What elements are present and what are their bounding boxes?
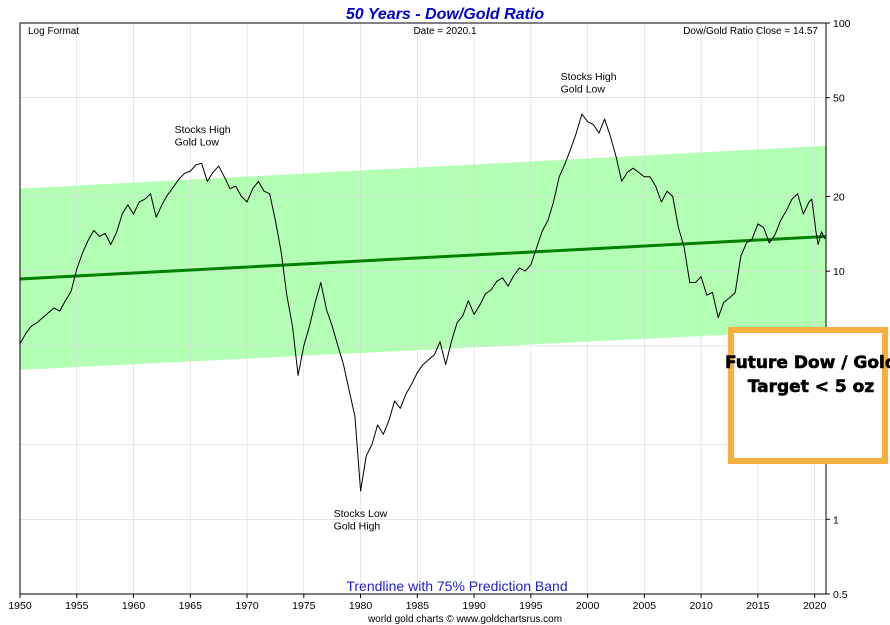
trendline bbox=[19, 234, 827, 281]
callout-line-2: Target < 5 oz bbox=[748, 377, 875, 397]
x-tick-label: 1965 bbox=[179, 600, 203, 612]
chart-title: 50 Years - Dow/Gold Ratio bbox=[346, 6, 545, 23]
y-tick-label: 1 bbox=[833, 514, 839, 526]
x-axis: 1950 1955 1960 1965 1970 1975 1980 1985 1990 1995… bbox=[8, 594, 826, 612]
x-tick-label: 2015 bbox=[746, 600, 770, 612]
annotation-label: Stocks High bbox=[175, 124, 231, 136]
x-tick-label: 1950 bbox=[8, 600, 32, 612]
x-tick-label: 1960 bbox=[122, 600, 146, 612]
header-ratio-close: Dow/Gold Ratio Close = 14.57 bbox=[683, 26, 818, 37]
y-tick-label: 50 bbox=[833, 93, 845, 105]
chart-credit: world gold charts © www.goldchartsrus.co… bbox=[367, 614, 562, 625]
callout-frame bbox=[728, 327, 888, 464]
annotation-label: Stocks Low bbox=[334, 508, 388, 520]
trendline-path bbox=[19, 234, 827, 281]
x-tick-label: 1955 bbox=[65, 600, 89, 612]
ratio-line bbox=[19, 113, 826, 492]
y-tick-label: 20 bbox=[833, 191, 845, 203]
x-tick-label: 2000 bbox=[576, 600, 600, 612]
x-tick-label: 1980 bbox=[349, 600, 373, 612]
header-date: Date = 2020.1 bbox=[413, 26, 477, 37]
callout-line-1: Future Dow / Gold bbox=[725, 353, 890, 373]
ratio-series bbox=[19, 113, 826, 492]
y-tick-label: 10 bbox=[833, 266, 845, 278]
plot-frame bbox=[19, 22, 827, 595]
chart-caption: Trendline with 75% Prediction Band bbox=[346, 578, 567, 594]
x-tick-label: 1995 bbox=[519, 600, 543, 612]
callout-box: Future Dow / Gold Target < 5 oz bbox=[725, 327, 890, 464]
x-tick-label: 1990 bbox=[462, 600, 486, 612]
x-tick-label: 2010 bbox=[689, 600, 713, 612]
x-tick-label: 2005 bbox=[633, 600, 657, 612]
x-tick-label: 1975 bbox=[292, 600, 316, 612]
y-axis: 0.5125102050100 bbox=[826, 18, 851, 601]
annotation-label: Stocks High bbox=[561, 71, 617, 83]
annotation-label: Gold High bbox=[334, 521, 381, 533]
header-log-format: Log Format bbox=[28, 26, 79, 37]
annotation-label: Gold Low bbox=[175, 137, 220, 149]
annotation-label: Gold Low bbox=[561, 83, 606, 95]
y-tick-label: 100 bbox=[833, 18, 851, 30]
x-tick-label: 1970 bbox=[235, 600, 259, 612]
x-tick-label: 2020 bbox=[803, 600, 827, 612]
x-tick-label: 1985 bbox=[406, 600, 430, 612]
y-tick-label: 0.5 bbox=[833, 589, 848, 601]
